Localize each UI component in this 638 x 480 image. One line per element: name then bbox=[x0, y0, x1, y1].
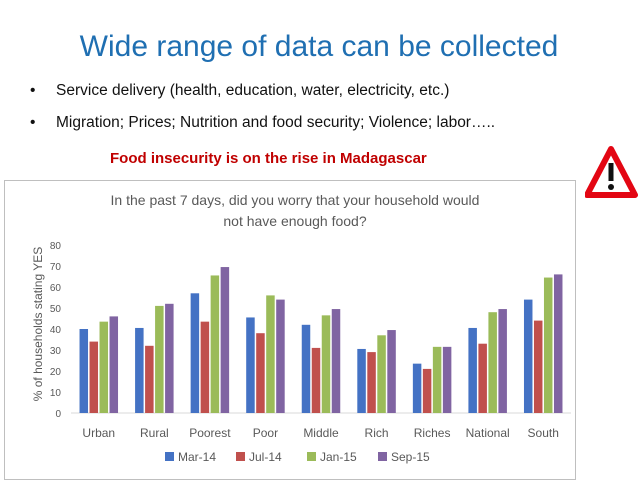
bar-national-jul-14 bbox=[478, 343, 487, 413]
x-tick-label: Riches bbox=[414, 426, 451, 440]
bar-national-sep-15 bbox=[498, 309, 507, 413]
bar-rich-jan-15 bbox=[377, 335, 386, 413]
bar-national-mar-14 bbox=[468, 327, 477, 413]
chart-subtitle: Food insecurity is on the rise in Madaga… bbox=[110, 150, 427, 167]
slide-title: Wide range of data can be collected bbox=[79, 30, 559, 63]
y-tick-label: 60 bbox=[50, 283, 62, 294]
legend-swatch bbox=[307, 452, 316, 461]
bar-poorest-mar-14 bbox=[190, 293, 200, 413]
legend-swatch bbox=[378, 452, 387, 461]
x-tick-label: Poorest bbox=[189, 426, 231, 440]
bar-middle-jul-14 bbox=[311, 347, 321, 413]
bar-national-jan-15 bbox=[488, 312, 497, 413]
bar-poor-jul-14 bbox=[256, 333, 265, 413]
bar-urban-mar-14 bbox=[79, 329, 89, 413]
y-axis-label: % of households stating YES bbox=[31, 247, 45, 402]
bar-rich-sep-15 bbox=[387, 330, 396, 413]
legend-label: Jan-15 bbox=[320, 450, 357, 464]
y-tick-label: 70 bbox=[50, 262, 62, 273]
bar-rural-sep-15 bbox=[165, 303, 174, 413]
x-tick-label: Poor bbox=[253, 426, 278, 440]
y-tick-label: 30 bbox=[50, 346, 62, 357]
y-tick-label: 40 bbox=[50, 325, 62, 336]
bar-poorest-jan-15 bbox=[210, 275, 220, 413]
bar-south-jul-14 bbox=[533, 320, 543, 413]
y-tick-label: 0 bbox=[55, 409, 61, 420]
y-tick-label: 10 bbox=[50, 388, 62, 399]
bullet-list: Service delivery (health, education, wat… bbox=[30, 80, 495, 144]
bar-south-sep-15 bbox=[553, 274, 563, 413]
bar-rural-jan-15 bbox=[155, 305, 164, 413]
bar-urban-jul-14 bbox=[89, 341, 99, 413]
legend-label: Jul-14 bbox=[249, 450, 282, 464]
y-tick-label: 20 bbox=[50, 367, 62, 378]
bullet-item: Migration; Prices; Nutrition and food se… bbox=[30, 112, 495, 144]
legend-swatch bbox=[236, 452, 245, 461]
x-tick-label: National bbox=[466, 426, 510, 440]
bar-rich-mar-14 bbox=[357, 348, 366, 413]
bar-middle-jan-15 bbox=[321, 315, 331, 413]
y-tick-label: 50 bbox=[50, 304, 62, 315]
legend-label: Sep-15 bbox=[391, 450, 430, 464]
legend-swatch bbox=[165, 452, 174, 461]
bar-poor-sep-15 bbox=[276, 299, 285, 413]
bar-rural-mar-14 bbox=[135, 327, 144, 413]
bar-south-jan-15 bbox=[543, 277, 553, 413]
bar-poor-mar-14 bbox=[246, 317, 255, 413]
bar-south-mar-14 bbox=[523, 299, 533, 413]
bar-rich-jul-14 bbox=[367, 352, 376, 413]
bar-middle-sep-15 bbox=[331, 309, 341, 413]
x-tick-label: Middle bbox=[303, 426, 339, 440]
x-tick-label: Urban bbox=[82, 426, 115, 440]
bar-urban-jan-15 bbox=[99, 321, 109, 413]
x-tick-label: Rich bbox=[365, 426, 389, 440]
bullet-item: Service delivery (health, education, wat… bbox=[30, 80, 495, 112]
bar-poorest-sep-15 bbox=[220, 267, 230, 413]
chart-title-line-1: In the past 7 days, did you worry that y… bbox=[111, 192, 480, 208]
y-tick-label: 80 bbox=[50, 241, 62, 252]
bar-riches-mar-14 bbox=[412, 363, 422, 413]
x-tick-label: South bbox=[528, 426, 559, 440]
food-insecurity-chart: In the past 7 days, did you worry that y… bbox=[4, 180, 576, 480]
warning-icon bbox=[585, 146, 638, 198]
bar-rural-jul-14 bbox=[145, 345, 154, 413]
chart-title-line-2: not have enough food? bbox=[223, 213, 366, 229]
bar-poorest-jul-14 bbox=[200, 321, 210, 413]
bar-poor-jan-15 bbox=[266, 295, 275, 413]
bar-urban-sep-15 bbox=[109, 316, 119, 413]
bar-riches-jan-15 bbox=[432, 346, 442, 413]
legend-label: Mar-14 bbox=[178, 450, 216, 464]
bar-riches-sep-15 bbox=[442, 346, 452, 413]
bar-middle-mar-14 bbox=[301, 324, 311, 413]
x-tick-label: Rural bbox=[140, 426, 169, 440]
bar-riches-jul-14 bbox=[422, 368, 432, 413]
